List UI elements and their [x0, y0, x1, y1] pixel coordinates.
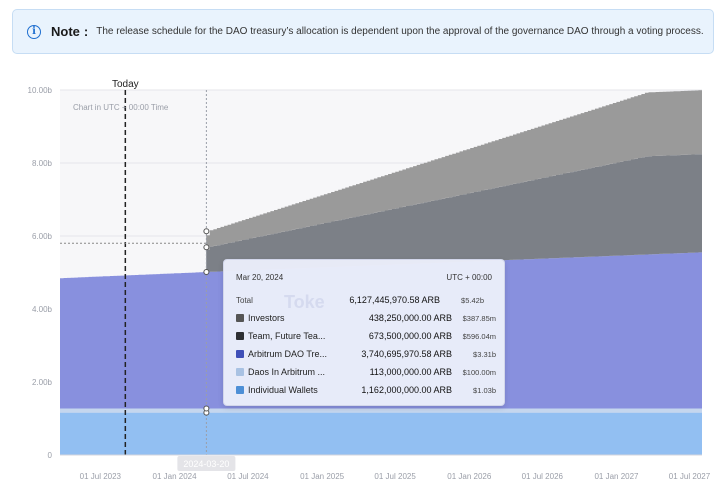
tooltip-series-usd: $100.00m	[462, 367, 496, 377]
tooltip-total-amount: 6,127,445,970.58 ARB	[349, 295, 440, 305]
tooltip-series-amount: 438,250,000.00 ARB	[368, 313, 452, 323]
tooltip-series-usd: $1.03b	[473, 385, 496, 395]
tooltip-series-name: Investors	[248, 313, 285, 323]
tooltip-row: Arbitrum DAO Tre... 3,740,695,970.58 ARB…	[236, 347, 496, 361]
y-axis: 0 2.00b 4.00b 6.00b 8.00b 10.00b	[28, 86, 53, 460]
today-label: Today	[112, 79, 139, 90]
hover-marker	[203, 228, 210, 235]
tooltip-series-usd: $387.85m	[462, 313, 496, 323]
series-swatch	[236, 350, 244, 358]
tooltip-series-usd: $596.04m	[462, 331, 496, 341]
selected-date-label: 2024-03-20	[183, 459, 229, 469]
hover-marker	[203, 244, 210, 251]
x-tick-label: 01 Jul 2027	[669, 472, 711, 481]
x-tick-label: 01 Jul 2024	[227, 472, 269, 481]
selected-date-badge	[177, 456, 236, 471]
area-individual-wallets	[60, 412, 702, 455]
tooltip-series-name: Daos In Arbitrum ...	[248, 367, 326, 377]
x-tick-label: 01 Jan 2026	[447, 472, 492, 481]
tooltip-timezone: UTC + 00:00	[446, 273, 492, 282]
x-tick-label: 01 Jul 2023	[80, 472, 122, 481]
chart-overlays	[60, 90, 210, 455]
x-axis: 01 Jul 2023 01 Jan 2024 01 Jul 2024 01 Jan …	[60, 454, 711, 481]
tooltip-series-amount: 1,162,000,000.00 ARB	[361, 385, 452, 395]
tooltip-series-amount: 113,000,000.00 ARB	[369, 367, 452, 377]
tooltip-series-name: Team, Future Tea...	[248, 331, 326, 341]
tooltip-row-total: Total 6,127,445,970.58 ARB $5.42b	[236, 293, 496, 307]
tooltip-watermark: Toke	[284, 292, 325, 312]
chart-timezone-caption: Chart in UTC + 00:00 Time	[73, 103, 169, 112]
tooltip-series-usd: $3.31b	[473, 349, 496, 359]
tooltip-total-usd: $5.42b	[461, 295, 484, 305]
tooltip-series-amount: 673,500,000.00 ARB	[368, 331, 452, 341]
area-daos-in-arbitrum	[60, 408, 702, 413]
tooltip-series-name: Arbitrum DAO Tre...	[248, 349, 328, 359]
series-swatch	[236, 314, 244, 322]
series-swatch	[236, 386, 244, 394]
hover-marker	[203, 405, 210, 412]
note-title: Note	[51, 24, 80, 39]
y-tick-label: 0	[48, 451, 53, 460]
y-tick-label: 10.00b	[28, 86, 53, 95]
x-tick-label: 01 Jan 2025	[300, 472, 345, 481]
tooltip-series-name: Individual Wallets	[248, 385, 318, 395]
y-tick-label: 2.00b	[32, 378, 53, 387]
x-tick-label: 01 Jul 2026	[522, 472, 564, 481]
y-tick-label: 8.00b	[32, 159, 53, 168]
tooltip-series-amount: 3,740,695,970.58 ARB	[361, 349, 452, 359]
tooltip-total-label: Total	[236, 295, 253, 305]
release-note-banner: i Note : The release schedule for the DA…	[12, 9, 714, 54]
chart-tooltip: Toke Mar 20, 2024 UTC + 00:00 Total 6,12…	[223, 259, 505, 406]
note-colon: :	[83, 24, 89, 39]
series-swatch	[236, 368, 244, 376]
x-tick-label: 01 Jan 2027	[594, 472, 639, 481]
tooltip-row: Daos In Arbitrum ... 113,000,000.00 ARB …	[236, 365, 496, 379]
area-team-future-tea	[60, 154, 702, 279]
y-tick-label: 6.00b	[32, 232, 53, 241]
tooltip-row: Individual Wallets 1,162,000,000.00 ARB …	[236, 383, 496, 397]
tooltip-row: Team, Future Tea... 673,500,000.00 ARB $…	[236, 329, 496, 343]
series-swatch	[236, 332, 244, 340]
area-investors	[60, 90, 702, 279]
tooltip-row: Investors 438,250,000.00 ARB $387.85m	[236, 311, 496, 325]
x-tick-label: 01 Jan 2024	[153, 472, 198, 481]
tooltip-date: Mar 20, 2024	[236, 273, 284, 282]
y-tick-label: 4.00b	[32, 305, 53, 314]
x-tick-label: 01 Jul 2025	[374, 472, 416, 481]
hover-marker	[203, 268, 210, 275]
info-icon: i	[27, 24, 41, 39]
note-message: The release schedule for the DAO treasur…	[96, 26, 704, 37]
